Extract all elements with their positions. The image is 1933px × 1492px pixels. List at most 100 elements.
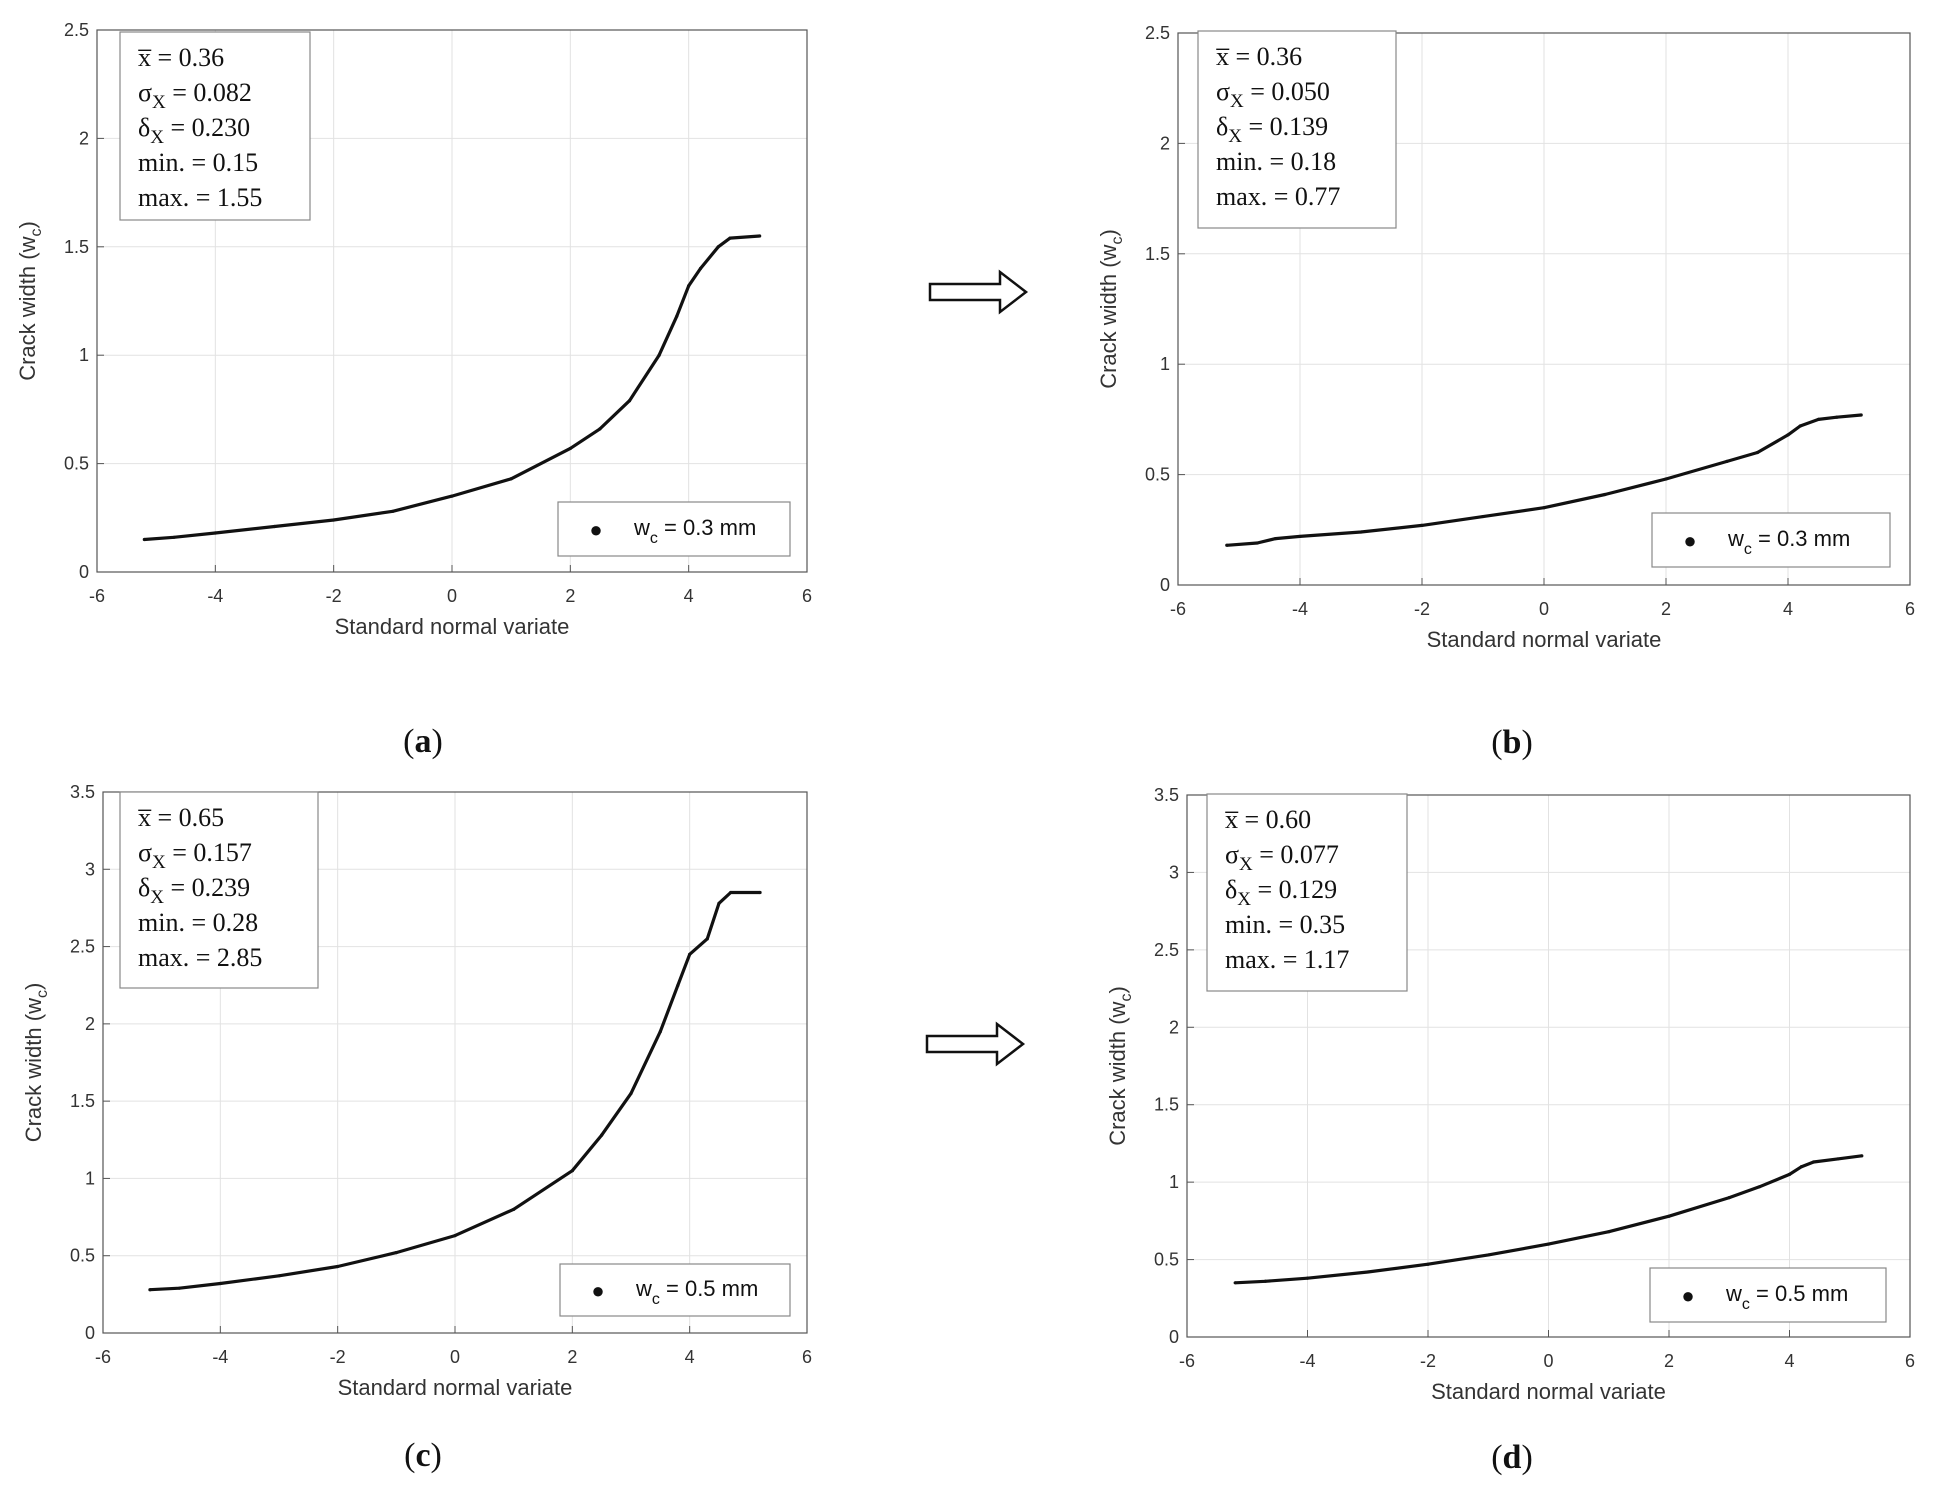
chart-panel-c: -6 -4 -2 0 2 4 6 0 0.5 1 1.5 2 2.5 3 3.5 Standard norma… [21,782,812,1474]
y-tick-label: 2.5 [64,20,89,40]
data-point [1225,543,1229,547]
y-tick-label: 2.5 [70,937,95,957]
stats-line: σX = 0.050 [1216,77,1330,112]
data-point [177,1286,181,1290]
data-point [394,1251,398,1255]
panel-caption: (d) [1491,1439,1533,1476]
data-point [336,1264,340,1269]
data-curve [149,890,761,1292]
data-point [570,1169,574,1173]
data-point [509,477,513,481]
panel-caption: (a) [403,723,443,760]
y-tick-label: 1 [79,345,89,365]
x-tick-label: 6 [1905,1351,1915,1371]
x-tick-label: 6 [802,586,812,606]
stats-line: σX = 0.082 [138,78,252,113]
data-curve [1235,1154,1863,1285]
y-tick-label: 2 [1160,133,1170,153]
data-point [1859,413,1863,417]
legend-marker: ● [1683,528,1696,553]
data-point [758,234,762,238]
data-point [1816,417,1821,421]
y-tick-label: 2 [1169,1017,1179,1037]
data-point [1603,492,1607,497]
data-point [688,952,692,956]
chart-panel-d: -6 -4 -2 0 2 4 6 0 0.5 1 1.5 2 2.5 3 3.5 Standard norma… [1105,785,1915,1476]
y-tick-label: 2.5 [1145,23,1170,43]
data-point [717,901,721,905]
x-tick-label: -6 [89,586,105,606]
stats-line: min. = 0.15 [138,148,258,177]
x-axis-label: Standard normal variate [335,614,570,639]
data-point [172,535,176,539]
y-tick-label: 3 [1169,862,1179,882]
chart-panel-a: -6 -4 -2 0 2 4 6 0 0.5 1 1.5 2 2.5 Standard normal va… [15,20,812,760]
stats-line: max. = 2.85 [138,943,262,972]
data-point [1835,415,1839,419]
y-tick-label: 2.5 [1154,940,1179,960]
data-point [1305,1276,1310,1280]
stats-line: min. = 0.28 [138,908,258,937]
data-point [1298,534,1302,539]
y-axis-label: Crack width (wc) [15,221,45,381]
x-tick-label: 4 [1784,1351,1794,1371]
y-axis-label: Crack width (wc) [1105,986,1135,1146]
data-point [213,531,217,535]
y-tick-label: 0.5 [1154,1250,1179,1270]
y-tick-label: 3.5 [1154,785,1179,805]
y-tick-label: 0.5 [64,454,89,474]
data-point [450,494,454,498]
y-tick-label: 1 [1160,354,1170,374]
y-tick-label: 3 [85,859,95,879]
data-point [453,1234,457,1238]
stats-line: σX = 0.157 [138,838,252,873]
y-tick-label: 1.5 [1145,244,1170,264]
y-tick-label: 0 [85,1323,95,1343]
x-tick-label: -4 [207,586,223,606]
x-tick-label: 2 [1661,599,1671,619]
data-point [1812,1160,1816,1164]
stats-line: δX = 0.129 [1225,875,1337,910]
y-tick-label: 1 [1169,1172,1179,1192]
x-tick-label: -2 [326,586,342,606]
x-tick-label: 0 [450,1347,460,1367]
y-tick-label: 1.5 [1154,1095,1179,1115]
legend-label: wc = 0.3 mm [1727,526,1850,558]
y-axis-label: Crack width (wc) [21,983,51,1143]
x-axis-label: Standard normal variate [338,1375,573,1400]
data-point [1542,506,1546,510]
legend-marker: ● [589,517,602,542]
data-point [758,890,762,895]
y-tick-label: 2 [85,1014,95,1034]
data-point [1786,433,1790,437]
transition-arrow-top [928,269,1029,315]
data-point [676,983,680,987]
chart-panel-b: -6 -4 -2 0 2 4 6 0 0.5 1 1.5 2 2.5 Standard normal va… [1096,23,1915,761]
data-point [1359,530,1363,534]
legend-marker: ● [591,1278,604,1303]
x-tick-label: -6 [1179,1351,1195,1371]
x-tick-label: -6 [1170,599,1186,619]
data-point [1420,523,1424,527]
stats-line: δX = 0.230 [138,113,250,148]
data-point [1755,450,1760,455]
data-point [629,1091,633,1096]
data-point [1725,459,1729,463]
x-tick-label: 4 [1783,599,1793,619]
y-tick-label: 1 [85,1168,95,1188]
y-axis-label: Crack width (wc) [1096,229,1126,389]
y-tick-label: 3.5 [70,782,95,802]
data-point [277,1274,281,1278]
y-tick-label: 0 [1160,575,1170,595]
y-tick-label: 0.5 [1145,465,1170,485]
y-tick-label: 2 [79,128,89,148]
data-point [1787,1172,1792,1176]
data-point [1481,514,1485,519]
stats-line: δX = 0.139 [1216,112,1328,147]
data-point [1233,1281,1237,1285]
stats-line: x̅ = 0.36 [1216,42,1302,71]
x-tick-label: 2 [567,1347,577,1367]
data-point [1836,1157,1840,1161]
data-point [1667,1214,1671,1218]
